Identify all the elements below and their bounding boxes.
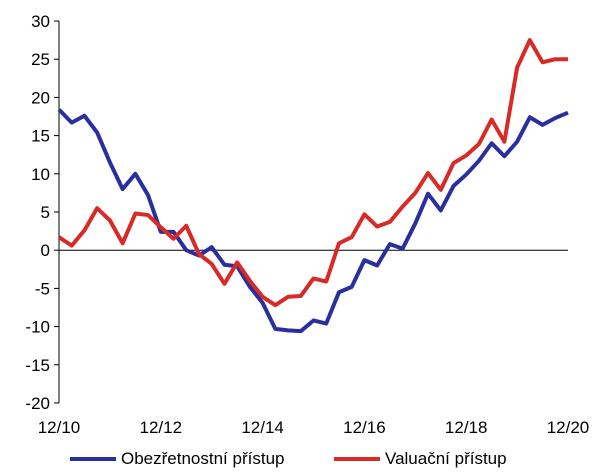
legend-item-valuacni: Valuační přístup bbox=[334, 446, 507, 472]
y-tick-label: 20 bbox=[31, 88, 50, 107]
legend-item-obezretnostni: Obezřetnostní přístup bbox=[70, 446, 284, 472]
legend-swatch-obezretnostni bbox=[70, 457, 116, 461]
legend-label-obezretnostni: Obezřetnostní přístup bbox=[121, 449, 285, 468]
series-line bbox=[57, 108, 569, 334]
axes bbox=[54, 20, 568, 404]
series-layer bbox=[57, 38, 569, 334]
x-tick-label: 12/12 bbox=[140, 418, 183, 437]
y-tick-label: 15 bbox=[31, 127, 50, 146]
y-tick-label: 25 bbox=[31, 50, 50, 69]
y-tick-label: 0 bbox=[41, 241, 50, 260]
x-axis-tick-labels: 12/10 12/12 12/14 12/16 12/18 12/20 bbox=[38, 418, 590, 437]
series-line bbox=[57, 38, 568, 308]
y-tick-label: -10 bbox=[25, 318, 50, 337]
y-tick-label: -20 bbox=[25, 394, 50, 413]
legend-swatch-valuacni bbox=[334, 457, 380, 461]
y-tick-label: -5 bbox=[35, 279, 50, 298]
x-tick-label: 12/10 bbox=[38, 418, 81, 437]
x-tick-label: 12/20 bbox=[547, 418, 590, 437]
series-2 bbox=[57, 38, 568, 308]
y-tick-label: 10 bbox=[31, 165, 50, 184]
y-tick-label: 5 bbox=[41, 203, 50, 222]
x-tick-label: 12/18 bbox=[445, 418, 488, 437]
series-1 bbox=[57, 108, 569, 334]
x-tick-label: 12/14 bbox=[241, 418, 284, 437]
y-axis-tick-labels: 30 25 20 15 10 5 0 -5 -10 -15 -20 bbox=[25, 12, 50, 413]
y-tick-label: 30 bbox=[31, 12, 50, 31]
x-tick-label: 12/16 bbox=[343, 418, 386, 437]
legend-label-valuacni: Valuační přístup bbox=[385, 449, 507, 468]
legend: Obezřetnostní přístup Valuační přístup bbox=[0, 446, 597, 472]
y-tick-label: -15 bbox=[25, 356, 50, 375]
